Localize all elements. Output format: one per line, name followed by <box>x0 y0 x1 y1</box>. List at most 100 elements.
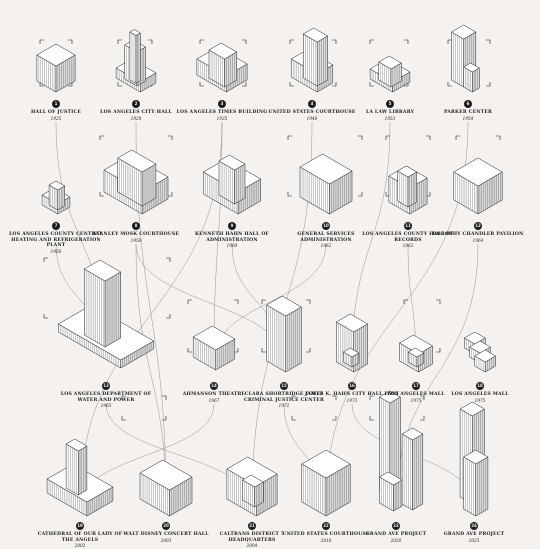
corner-mark <box>43 314 48 319</box>
building-year: 2002 <box>74 543 86 549</box>
block-face-front <box>129 31 137 84</box>
building-year: 1965 <box>100 403 112 409</box>
block-face-roof <box>343 347 360 358</box>
building-label: 19 Cathedral of Our Lady of the Angels 200… <box>32 522 128 549</box>
building-label: 3 Los Angeles Times Building 1935 <box>174 100 270 121</box>
corner-mark <box>358 135 363 140</box>
building-number-badge: 20 <box>162 522 170 530</box>
building-number-badge: 2 <box>132 100 140 108</box>
building-b21 <box>226 456 278 517</box>
block-face-roof <box>303 27 328 43</box>
building-number-badge: 18 <box>476 382 484 390</box>
building-name: LA Law Library <box>365 110 415 115</box>
building-number-badge: 6 <box>464 100 472 108</box>
building-year: 2003 <box>160 537 172 543</box>
block-face-side <box>234 163 246 205</box>
building-number-badge: 1 <box>52 100 60 108</box>
building-name: Grand Ave Project <box>443 532 505 537</box>
building-b12 <box>453 157 503 215</box>
corner-mark <box>68 82 73 87</box>
building-b8 <box>103 149 169 215</box>
building-year: 1953 <box>384 115 396 121</box>
corner-mark <box>121 395 126 400</box>
block-face-side <box>316 35 328 87</box>
corner-mark <box>291 395 296 400</box>
building-b11 <box>388 165 428 215</box>
block-face-roof <box>463 449 489 465</box>
building-name: Los Angeles County Central Heating and R… <box>9 232 103 249</box>
corner-mark <box>306 348 311 353</box>
building-number-badge: 13 <box>102 382 110 390</box>
building-b22 <box>301 449 351 517</box>
block-face-roof <box>401 427 424 441</box>
block-face-roof <box>407 347 425 358</box>
building-name: Los Angeles Mall <box>451 392 509 397</box>
corner-mark <box>289 39 294 44</box>
corner-mark <box>199 39 204 44</box>
corner-mark <box>358 192 363 197</box>
building-label: 12 Dorothy Chandler Pavilion 1964 <box>430 222 526 243</box>
corner-mark <box>121 416 126 421</box>
building-b18 <box>464 331 496 373</box>
building-year: 1964 <box>472 237 484 243</box>
building-name: Clara Shortridge Foltz Criminal Justice … <box>244 392 324 403</box>
building-name: Parker Center <box>443 110 493 115</box>
block-face-roof <box>336 313 368 333</box>
building-label: 4 United States Courthouse 1940 <box>264 100 360 121</box>
building-b5 <box>369 55 411 93</box>
corner-mark <box>369 395 374 400</box>
building-year: 1962 <box>402 243 414 249</box>
building-label: 14 Ahmanson Theatre 1967 <box>166 382 262 403</box>
block-face-roof <box>451 24 477 40</box>
corner-mark <box>332 82 337 87</box>
building-number-badge: 21 <box>248 522 256 530</box>
corner-mark <box>234 299 239 304</box>
building-year: 1972 <box>278 403 290 409</box>
building-number-badge: 23 <box>392 522 400 530</box>
block-face-roof <box>397 165 417 178</box>
corner-mark <box>496 135 501 140</box>
building-b6 <box>451 24 480 93</box>
building-number-badge: 12 <box>474 222 482 230</box>
corner-mark <box>369 82 374 87</box>
building-name: Grand Ave Project <box>365 532 427 537</box>
building-number-badge: 19 <box>76 522 84 530</box>
building-year: 1973 <box>346 397 358 403</box>
building-label: 17 Los Angeles Mall 1975 <box>368 382 464 403</box>
block-face-roof <box>378 55 402 70</box>
building-name: Los Angeles Times Building <box>176 110 268 115</box>
corner-mark <box>187 348 192 353</box>
block-face-side <box>78 445 88 496</box>
block-face-front <box>401 433 413 511</box>
block-face-roof <box>36 43 76 67</box>
building-year: 1967 <box>208 397 220 403</box>
building-b2 <box>115 29 157 93</box>
building-number-badge: 7 <box>52 222 60 230</box>
corner-mark <box>447 82 452 87</box>
building-number-badge: 8 <box>132 222 140 230</box>
block-face-roof <box>48 180 65 191</box>
building-drawings <box>36 24 503 517</box>
building-number-badge: 3 <box>218 100 226 108</box>
building-name: Los Angeles Mall <box>387 392 445 397</box>
building-year: 1928 <box>130 115 142 121</box>
block-face-roof <box>117 149 157 173</box>
building-name: Los Angeles Department of Water and Powe… <box>60 392 152 403</box>
corner-mark <box>436 299 441 304</box>
building-name: United States Courthouse <box>268 110 356 115</box>
corner-mark <box>369 39 374 44</box>
building-number-badge: 11 <box>404 222 412 230</box>
block-face-side <box>393 479 403 512</box>
corner-mark <box>242 39 247 44</box>
block-face-roof <box>192 325 236 351</box>
building-number-badge: 15 <box>280 382 288 390</box>
building-b1 <box>36 43 76 93</box>
building-label: 8 Stanley Mosk Courthouse 1958 <box>88 222 184 243</box>
building-b20 <box>139 459 193 517</box>
corner-mark <box>148 39 153 44</box>
corner-mark <box>332 416 337 421</box>
block-face-roof <box>459 401 485 417</box>
building-label: 18 Los Angeles Mall 1975 <box>432 382 528 403</box>
building-number-badge: 9 <box>228 222 236 230</box>
